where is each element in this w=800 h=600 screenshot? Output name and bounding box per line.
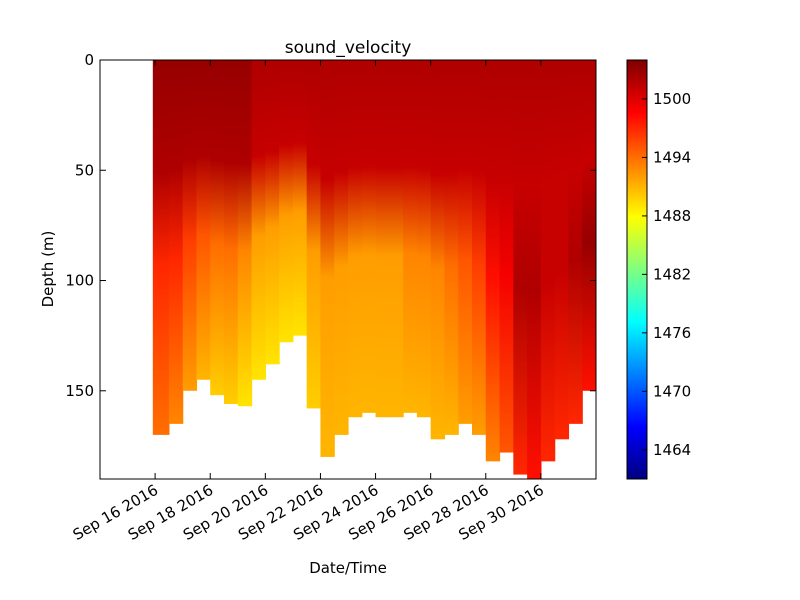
- profile-column: [458, 60, 473, 424]
- profile-column: [554, 60, 570, 440]
- profile-column: [499, 60, 514, 453]
- profile-column: [265, 60, 280, 365]
- colorbar-tick-label: 1494: [653, 148, 691, 166]
- colorbar-tick-label: 1500: [653, 90, 691, 108]
- profile-column: [210, 60, 225, 396]
- colorbar-tick-label: 1482: [653, 265, 691, 283]
- profile-column: [444, 60, 459, 435]
- profile-column: [251, 60, 266, 380]
- profile-column: [334, 60, 349, 435]
- profile-column: [582, 60, 596, 391]
- y-tick-label: 150: [65, 382, 94, 400]
- profile-column: [279, 60, 294, 343]
- profile-column: [416, 60, 432, 418]
- profile-column: [403, 60, 418, 413]
- chart-title: sound_velocity: [285, 38, 412, 58]
- profile-column: [361, 60, 377, 413]
- profile-column: [568, 60, 583, 424]
- profile-column: [485, 60, 501, 462]
- y-axis-label: Depth (m): [39, 231, 57, 308]
- profile-column: [182, 60, 198, 391]
- profile-column: [527, 60, 542, 479]
- profile-column: [513, 60, 528, 475]
- colorbar-tick-label: 1476: [653, 324, 691, 342]
- plot-frame: [99, 59, 597, 480]
- y-axis: 0 50 100 150: [65, 51, 596, 400]
- profile-column: [348, 60, 363, 418]
- colorbar-frame: [626, 59, 648, 480]
- colorbar: 1464 1470 1476 1482 1488 1494 1500: [626, 59, 691, 480]
- profile-column: [472, 60, 487, 435]
- y-tick-label: 50: [75, 161, 94, 179]
- colorbar-tick-label: 1488: [653, 207, 691, 225]
- profile-column: [168, 60, 184, 424]
- colorbar-tick-label: 1464: [653, 441, 691, 459]
- profile-column: [375, 60, 390, 418]
- y-tick-label: 100: [65, 272, 94, 290]
- y-tick-label: 0: [84, 51, 94, 69]
- colorbar-tick-label: 1470: [653, 382, 691, 400]
- profile-area: [152, 60, 596, 479]
- profile-column: [292, 60, 308, 336]
- x-axis-label: Date/Time: [309, 559, 387, 577]
- profile-column: [224, 60, 239, 405]
- colorbar-gradient: [627, 60, 647, 479]
- profile-column: [196, 60, 211, 380]
- colorbar-ticks: 1464 1470 1476 1482 1488 1494 1500: [642, 90, 691, 459]
- profile-column: [389, 60, 404, 418]
- profile-column: [152, 60, 170, 435]
- profile-column: [320, 60, 335, 457]
- profile-column: [430, 60, 446, 440]
- profile-column: [237, 60, 253, 407]
- profile-column: [540, 60, 556, 462]
- profile-column: [306, 60, 322, 409]
